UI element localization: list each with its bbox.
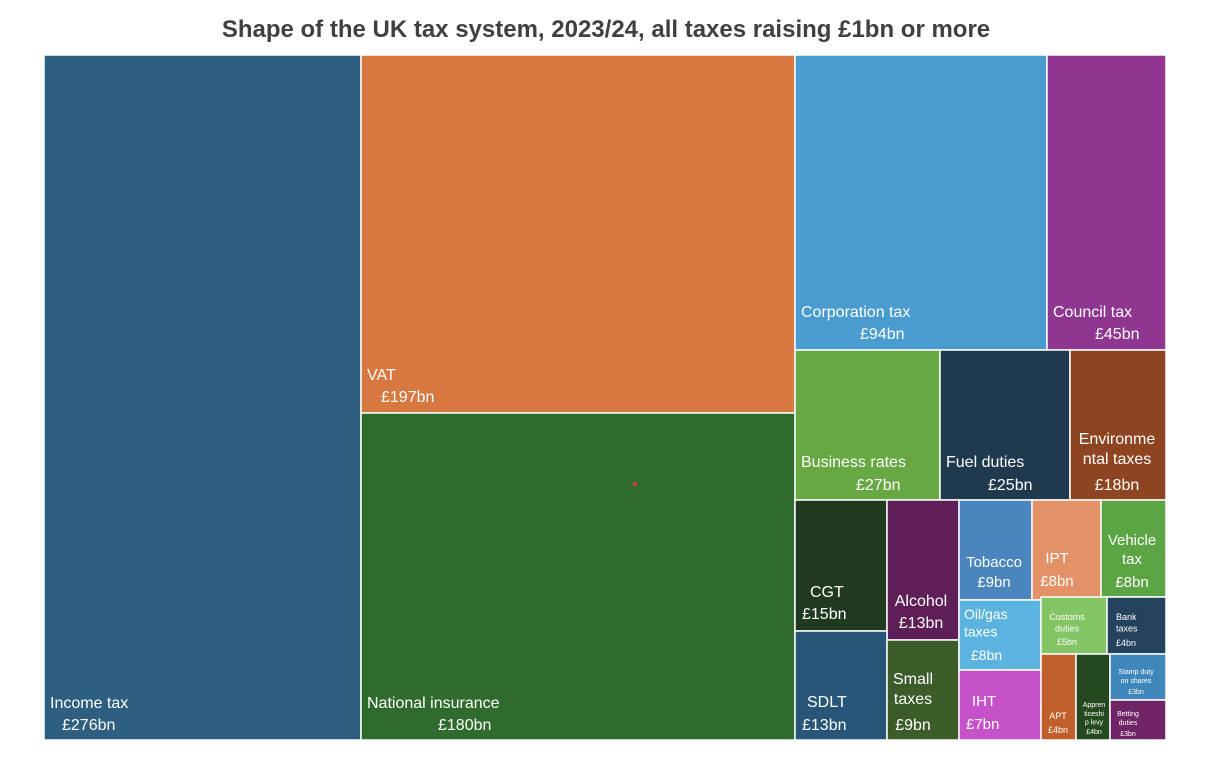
tile-sdlt bbox=[794, 630, 888, 741]
tile-income-tax bbox=[43, 54, 362, 741]
tile-value-tobacco: £9bn bbox=[977, 574, 1010, 591]
tile-value-environmental-taxes: £18bn bbox=[1095, 477, 1140, 494]
tile-label-council-tax: Council tax bbox=[1053, 304, 1132, 321]
tile-customs-duties bbox=[1040, 596, 1108, 655]
tile-label-corporation-tax: Corporation tax bbox=[801, 304, 910, 321]
tile-label-tobacco: Tobacco bbox=[966, 554, 1022, 571]
tile-label-alcohol: Alcohol bbox=[895, 593, 947, 610]
tile-label-stamp-duty-on-shares: Stamp duty on shares bbox=[1118, 669, 1154, 685]
tile-betting-duties bbox=[1109, 699, 1167, 741]
tile-label-income-tax: Income tax bbox=[50, 695, 128, 712]
tile-value-vat: £197bn bbox=[381, 389, 434, 406]
tile-value-national-insurance: £180bn bbox=[438, 717, 491, 734]
tile-value-iht: £7bn bbox=[966, 716, 999, 733]
tile-label-environmental-taxes: Environme ntal taxes bbox=[1079, 431, 1156, 468]
tile-value-customs-duties: £5bn bbox=[1057, 637, 1077, 647]
tile-label-small-taxes: Small taxes bbox=[893, 671, 933, 708]
tile-value-small-taxes: £9bn bbox=[895, 717, 931, 734]
tile-ipt bbox=[1031, 499, 1102, 601]
tile-council-tax bbox=[1046, 54, 1167, 351]
tile-label-sdlt: SDLT bbox=[807, 694, 847, 711]
tile-label-ipt: IPT bbox=[1045, 550, 1068, 567]
tile-label-customs-duties: Customs duties bbox=[1049, 612, 1085, 633]
tile-label-vat: VAT bbox=[367, 367, 396, 384]
tile-value-sdlt: £13bn bbox=[802, 717, 847, 734]
tile-vehicle-tax bbox=[1100, 499, 1167, 598]
tile-fuel-duties bbox=[939, 349, 1071, 501]
tile-value-bank-taxes: £4bn bbox=[1116, 638, 1136, 648]
tile-oil-gas-taxes bbox=[958, 599, 1042, 671]
tile-label-cgt: CGT bbox=[810, 584, 844, 601]
tile-national-insurance bbox=[360, 412, 796, 741]
tile-label-national-insurance: National insurance bbox=[367, 695, 500, 712]
tile-label-apt: APT bbox=[1049, 711, 1067, 721]
tile-label-fuel-duties: Fuel duties bbox=[946, 454, 1024, 471]
tile-value-stamp-duty-on-shares: £3bn bbox=[1128, 689, 1144, 696]
tile-label-iht: IHT bbox=[972, 693, 996, 710]
chart-title: Shape of the UK tax system, 2023/24, all… bbox=[221, 16, 991, 43]
tile-value-alcohol: £13bn bbox=[899, 615, 944, 632]
tile-value-cgt: £15bn bbox=[802, 606, 847, 623]
tile-value-apprenticeship-levy: £4bn bbox=[1086, 729, 1102, 736]
tile-label-vehicle-tax: Vehicle tax bbox=[1108, 532, 1156, 568]
tile-label-oil-gas-taxes: Oil/gas taxes bbox=[964, 606, 1008, 640]
tile-value-oil-gas-taxes: £8bn bbox=[971, 647, 1002, 663]
tile-value-ipt: £8bn bbox=[1040, 573, 1073, 590]
tile-value-council-tax: £45bn bbox=[1095, 326, 1140, 343]
tile-small-taxes bbox=[886, 639, 960, 741]
tile-value-vehicle-tax: £8bn bbox=[1115, 574, 1148, 591]
tile-label-apprenticeship-levy: Appren ticeshi p levy bbox=[1083, 702, 1106, 727]
tile-business-rates bbox=[794, 349, 941, 501]
tile-iht bbox=[958, 669, 1042, 741]
tile-cgt bbox=[794, 499, 888, 632]
tile-value-fuel-duties: £25bn bbox=[988, 477, 1033, 494]
tile-value-business-rates: £27bn bbox=[856, 477, 901, 494]
tile-value-betting-duties: £3bn bbox=[1120, 731, 1136, 738]
tile-bank-taxes bbox=[1106, 596, 1167, 655]
tile-label-business-rates: Business rates bbox=[801, 454, 906, 471]
marker-dot bbox=[633, 482, 637, 486]
tile-value-corporation-tax: £94bn bbox=[860, 326, 905, 343]
tile-label-betting-duties: Betting duties bbox=[1117, 711, 1139, 727]
tile-value-apt: £4bn bbox=[1048, 725, 1068, 735]
tile-value-income-tax: £276bn bbox=[62, 717, 115, 734]
tile-corporation-tax bbox=[794, 54, 1048, 351]
tile-label-bank-taxes: Bank taxes bbox=[1116, 612, 1138, 633]
tile-vat bbox=[360, 54, 796, 414]
tile-apprenticeship-levy bbox=[1075, 653, 1111, 741]
